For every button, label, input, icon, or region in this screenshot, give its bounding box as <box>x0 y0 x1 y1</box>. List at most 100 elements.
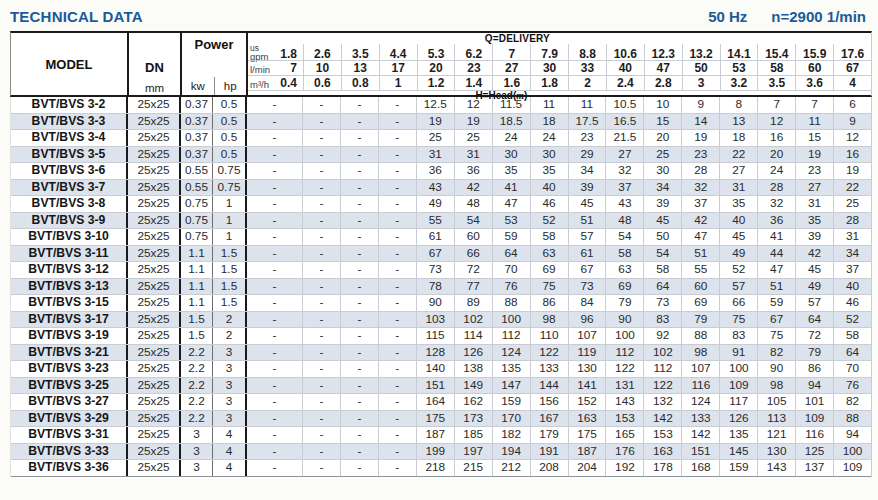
head-cell: 218 <box>416 460 454 476</box>
model-cell: BVT/BVS 3-8 <box>11 196 128 212</box>
head-cell: - <box>340 394 378 410</box>
unit-row-m3h: m³/h0.40.60.811.21.41.61.822.42.833.23.5… <box>248 75 871 90</box>
delivery-header-cell: 40 <box>606 61 644 76</box>
head-cell: 67 <box>757 312 795 328</box>
head-cell: - <box>340 147 378 163</box>
head-cell: 27 <box>719 163 757 179</box>
head-cell: 29 <box>568 147 606 163</box>
head-cell: 47 <box>757 262 795 278</box>
flow-value: 3.5 <box>352 47 369 61</box>
head-cell: - <box>247 345 302 361</box>
table-row: BVT/BVS 3-1725x251.52----103102100989690… <box>11 312 871 329</box>
head-cell: 16 <box>757 130 795 146</box>
head-cell: 137 <box>795 460 833 476</box>
head-cell: 94 <box>795 378 833 394</box>
delivery-header-cell: 3.6 <box>795 76 833 91</box>
kw-cell: 0.75 <box>181 229 213 245</box>
dn-cell: 25x25 <box>128 378 181 394</box>
flow-value: 4 <box>849 76 856 90</box>
head-cell: - <box>302 460 340 476</box>
head-cell: 28 <box>681 163 719 179</box>
head-cell: 128 <box>416 345 454 361</box>
flow-value: 1.8 <box>280 47 297 61</box>
head-cell: - <box>247 361 302 377</box>
delivery-header-cell: 17 <box>379 61 417 76</box>
table-body: BVT/BVS 3-225x250.370.5----12.51211.5111… <box>10 97 872 477</box>
table-row: BVT/BVS 3-1125x251.11.5----6766646361585… <box>11 246 871 263</box>
hp-cell: 0.5 <box>213 147 247 163</box>
head-cell: 35 <box>719 196 757 212</box>
delivery-header-cell: 58 <box>757 61 795 76</box>
head-cell: - <box>378 312 416 328</box>
head-cell: 28 <box>757 180 795 196</box>
dn-cell: 25x25 <box>128 130 181 146</box>
head-cell: - <box>378 378 416 394</box>
head-cell: 100 <box>605 328 643 344</box>
kw-cell: 0.55 <box>181 163 213 179</box>
flow-value: 1.6 <box>503 76 520 90</box>
head-cell: 145 <box>719 444 757 460</box>
head-cell: - <box>378 411 416 427</box>
table-row: BVT/BVS 3-1225x251.11.5----7372706967635… <box>11 262 871 279</box>
head-cell: 125 <box>795 444 833 460</box>
delivery-header-cell: 33 <box>568 61 606 76</box>
head-cell: 162 <box>454 394 492 410</box>
head-cell: - <box>378 427 416 443</box>
table-row: BVT/BVS 3-925x250.751----555453525148454… <box>11 213 871 230</box>
head-cell: - <box>378 394 416 410</box>
dn-cell: 25x25 <box>128 295 181 311</box>
head-cell: - <box>302 114 340 130</box>
head-cell: 45 <box>795 262 833 278</box>
head-cell: 144 <box>530 378 568 394</box>
model-cell: BVT/BVS 3-12 <box>11 262 128 278</box>
head-cell: 141 <box>568 378 606 394</box>
flow-value: 5.3 <box>428 47 445 61</box>
delivery-header-cell: 23 <box>454 61 492 76</box>
head-cell: 41 <box>757 229 795 245</box>
head-cell: 192 <box>605 460 643 476</box>
model-cell: BVT/BVS 3-9 <box>11 213 128 229</box>
hp-cell: 4 <box>213 444 247 460</box>
head-cell: 79 <box>605 295 643 311</box>
head-cell: 98 <box>530 312 568 328</box>
kw-cell: 0.37 <box>181 114 213 130</box>
head-cell: 156 <box>530 394 568 410</box>
flow-value: 67 <box>846 61 859 75</box>
flow-value: 2.4 <box>617 76 634 90</box>
head-cell: 115 <box>416 328 454 344</box>
flow-value: 0.8 <box>352 76 369 90</box>
head-cell: 58 <box>530 229 568 245</box>
head-cell: - <box>302 295 340 311</box>
head-cell: - <box>302 97 340 113</box>
head-cell: 47 <box>681 229 719 245</box>
head-cell: 24 <box>530 130 568 146</box>
head-cell: 64 <box>492 246 530 262</box>
model-cell: BVT/BVS 3-2 <box>11 97 128 113</box>
power-label: Power <box>182 37 246 52</box>
head-cell: 19 <box>454 114 492 130</box>
head-cell: 23 <box>795 163 833 179</box>
delivery-header-cell: 3.5 <box>757 76 795 91</box>
kw-cell: 3 <box>181 444 213 460</box>
head-cell: 49 <box>416 196 454 212</box>
head-cell: 23 <box>681 147 719 163</box>
table-row: BVT/BVS 3-2325x252.23----140138135133130… <box>11 361 871 378</box>
head-cell: 151 <box>681 444 719 460</box>
head-cell: 130 <box>568 361 606 377</box>
delivery-header-cell: 1 <box>379 76 417 91</box>
flow-unit-label: m³/h <box>250 80 269 90</box>
head-cell: - <box>247 295 302 311</box>
head-cell: 52 <box>833 312 871 328</box>
hp-cell: 1.5 <box>213 246 247 262</box>
head-cell: 94 <box>833 427 871 443</box>
head-cell: 18 <box>530 114 568 130</box>
head-cell: - <box>302 361 340 377</box>
head-cell: - <box>340 246 378 262</box>
head-cell: 208 <box>530 460 568 476</box>
head-cell: - <box>340 411 378 427</box>
dn-cell: 25x25 <box>128 213 181 229</box>
head-cell: 64 <box>833 345 871 361</box>
head-cell: 88 <box>681 328 719 344</box>
head-cell: 16 <box>833 147 871 163</box>
page-title: TECHNICAL DATA <box>10 8 143 25</box>
